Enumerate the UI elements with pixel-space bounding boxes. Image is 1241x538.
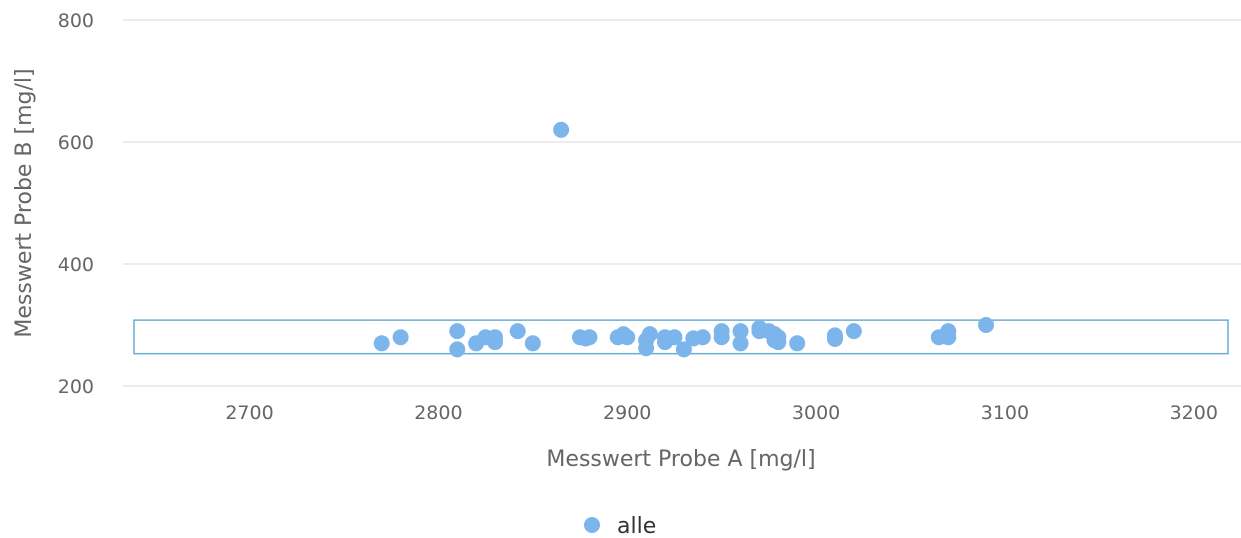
data-point-3[interactable] [449, 341, 466, 358]
legend-label-alle: alle [617, 514, 656, 538]
data-point-28[interactable] [732, 323, 749, 340]
data-point-16[interactable] [619, 329, 636, 346]
data-point-39[interactable] [826, 331, 843, 348]
series-alle-points[interactable] [373, 121, 995, 358]
data-point-27[interactable] [713, 329, 730, 346]
data-point-43[interactable] [940, 329, 957, 346]
x-tick-label-3000: 3000 [792, 402, 840, 424]
x-tick-label-2700: 2700 [225, 402, 273, 424]
data-point-23[interactable] [675, 341, 692, 358]
data-point-2[interactable] [449, 323, 466, 340]
y-axis-ticks: 200 400 600 800 [58, 10, 94, 398]
data-point-29[interactable] [732, 335, 749, 352]
data-point-22[interactable] [666, 329, 683, 346]
data-point-1[interactable] [392, 329, 409, 346]
y-tick-label-600: 600 [58, 132, 94, 154]
data-point-7[interactable] [487, 334, 504, 351]
data-point-25[interactable] [694, 329, 711, 346]
x-tick-label-3100: 3100 [981, 402, 1029, 424]
data-point-19[interactable] [641, 326, 658, 343]
data-point-36[interactable] [770, 334, 787, 351]
x-tick-label-3200: 3200 [1170, 402, 1218, 424]
data-point-44[interactable] [978, 317, 995, 333]
x-tick-label-2900: 2900 [603, 402, 651, 424]
data-point-9[interactable] [524, 335, 541, 352]
x-axis-ticks: 2700 2800 2900 3000 3100 3200 [225, 402, 1218, 424]
y-tick-label-200: 200 [58, 376, 94, 398]
legend[interactable]: alle [584, 514, 656, 538]
y-gridlines [123, 19, 1241, 387]
data-point-8[interactable] [509, 323, 526, 340]
legend-marker-alle [584, 517, 600, 533]
data-point-37[interactable] [789, 335, 806, 352]
x-axis-title: Messwert Probe A [mg/l] [546, 447, 815, 472]
data-point-0[interactable] [373, 335, 390, 352]
x-tick-label-2800: 2800 [414, 402, 462, 424]
data-point-10[interactable] [553, 121, 570, 138]
y-tick-label-400: 400 [58, 254, 94, 276]
data-point-13[interactable] [581, 329, 598, 346]
y-axis-title: Messwert Probe B [mg/l] [12, 68, 37, 337]
data-point-18[interactable] [638, 340, 655, 357]
data-point-40[interactable] [845, 323, 862, 340]
y-tick-label-800: 800 [58, 10, 94, 32]
